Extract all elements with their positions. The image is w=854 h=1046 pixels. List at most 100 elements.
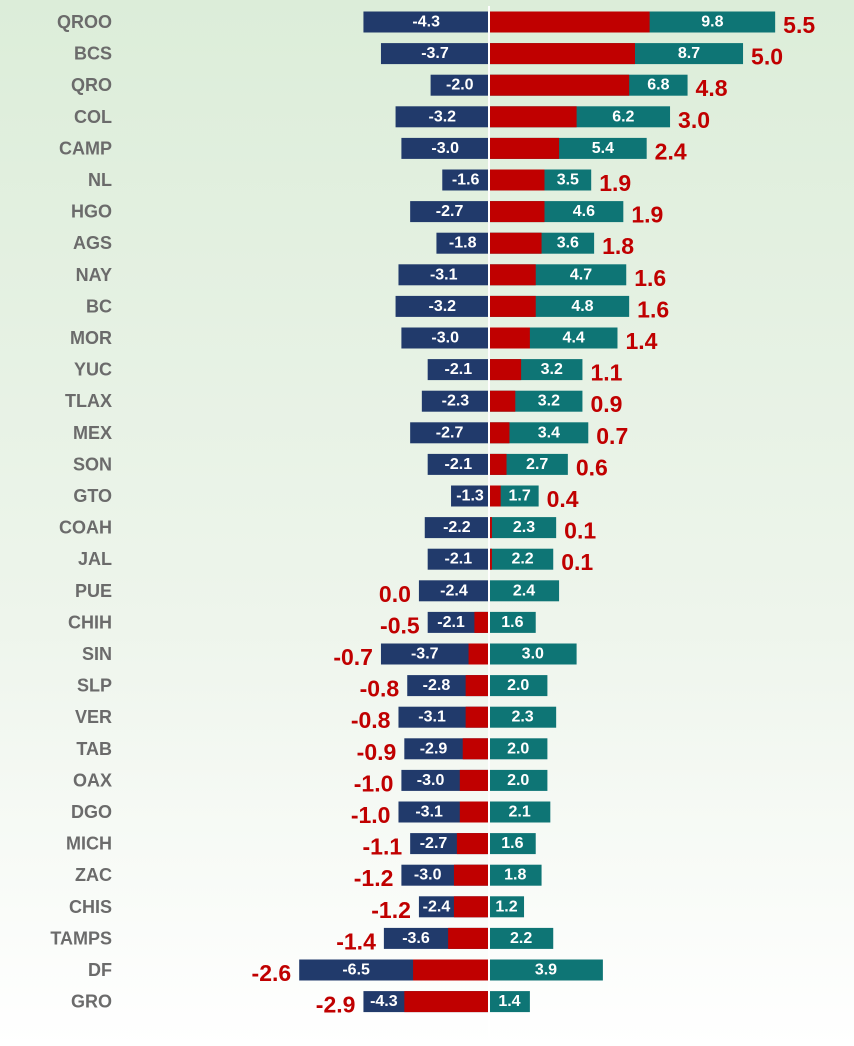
net-label: 1.6 bbox=[634, 265, 666, 291]
negative-bar bbox=[363, 11, 489, 33]
negative-label: -3.7 bbox=[421, 45, 449, 62]
negative-label: -3.6 bbox=[402, 930, 430, 947]
positive-bar bbox=[489, 959, 603, 981]
negative-bar bbox=[442, 169, 489, 191]
positive-label: 4.8 bbox=[571, 298, 593, 315]
positive-label: 1.4 bbox=[498, 993, 520, 1010]
category-label: MICH bbox=[66, 834, 112, 854]
positive-label: 6.8 bbox=[647, 77, 669, 94]
net-label: -0.9 bbox=[357, 739, 397, 765]
net-bar bbox=[489, 11, 650, 33]
category-label: DGO bbox=[71, 802, 112, 822]
negative-label: -3.7 bbox=[411, 646, 439, 663]
positive-bar bbox=[489, 517, 557, 539]
positive-bar bbox=[489, 801, 551, 823]
category-label: YUC bbox=[74, 360, 112, 380]
category-label: NL bbox=[88, 170, 112, 190]
positive-label: 5.4 bbox=[592, 140, 614, 157]
negative-label: -2.7 bbox=[436, 203, 464, 220]
net-bar bbox=[489, 43, 635, 65]
net-label: 0.6 bbox=[576, 454, 608, 480]
net-bar bbox=[489, 390, 516, 412]
net-label: -0.8 bbox=[351, 707, 391, 733]
negative-bar bbox=[436, 232, 489, 254]
negative-label: -3.2 bbox=[428, 298, 456, 315]
negative-label: -3.1 bbox=[418, 709, 446, 726]
positive-bar bbox=[489, 706, 557, 728]
category-label: JAL bbox=[78, 549, 112, 569]
category-label: QRO bbox=[71, 75, 112, 95]
net-label: -1.4 bbox=[336, 928, 376, 954]
negative-label: -2.4 bbox=[423, 898, 451, 915]
net-label: -1.0 bbox=[351, 802, 391, 828]
category-label: BCS bbox=[74, 44, 112, 64]
positive-label: 1.7 bbox=[509, 488, 531, 505]
category-label: SON bbox=[73, 454, 112, 474]
positive-label: 4.4 bbox=[563, 330, 585, 347]
net-bar bbox=[489, 548, 492, 570]
negative-label: -2.7 bbox=[420, 835, 448, 852]
category-label: SIN bbox=[82, 644, 112, 664]
negative-bar bbox=[380, 43, 489, 65]
net-bar bbox=[489, 74, 630, 96]
net-label: -1.1 bbox=[363, 834, 403, 860]
category-label: COL bbox=[74, 107, 112, 127]
negative-label: -1.8 bbox=[449, 235, 477, 252]
positive-bar bbox=[489, 896, 525, 918]
negative-label: -3.0 bbox=[431, 330, 459, 347]
net-label: 1.6 bbox=[637, 296, 669, 322]
positive-bar bbox=[489, 769, 548, 791]
net-label: -1.2 bbox=[354, 865, 394, 891]
net-label: 0.0 bbox=[379, 581, 411, 607]
positive-label: 2.0 bbox=[507, 772, 529, 789]
negative-bar bbox=[395, 295, 489, 317]
positive-bar bbox=[489, 422, 589, 444]
negative-label: -2.2 bbox=[443, 519, 471, 536]
net-bar bbox=[489, 295, 536, 317]
net-bar bbox=[459, 769, 489, 791]
negative-label: -1.3 bbox=[456, 488, 484, 505]
positive-label: 1.6 bbox=[501, 835, 523, 852]
positive-label: 2.0 bbox=[507, 677, 529, 694]
positive-label: 4.6 bbox=[573, 203, 595, 220]
net-label: 1.4 bbox=[625, 328, 657, 354]
net-bar bbox=[459, 801, 489, 823]
net-bar bbox=[489, 327, 530, 349]
net-bar bbox=[462, 738, 489, 760]
negative-label: -2.4 bbox=[440, 582, 468, 599]
positive-bar bbox=[489, 833, 536, 855]
negative-bar bbox=[427, 548, 489, 570]
negative-label: -4.3 bbox=[412, 14, 440, 31]
positive-label: 2.3 bbox=[513, 519, 535, 536]
positive-bar bbox=[489, 548, 554, 570]
net-bar bbox=[413, 959, 489, 981]
net-label: 0.7 bbox=[596, 423, 628, 449]
negative-bar bbox=[398, 264, 489, 286]
positive-bar bbox=[489, 453, 568, 475]
net-label: 1.8 bbox=[602, 233, 634, 259]
positive-bar bbox=[489, 675, 548, 697]
category-label: QROO bbox=[57, 12, 112, 32]
negative-bar bbox=[430, 74, 489, 96]
category-label: MEX bbox=[73, 423, 112, 443]
positive-label: 2.7 bbox=[526, 456, 548, 473]
category-label: CHIS bbox=[69, 897, 112, 917]
negative-label: -2.8 bbox=[423, 677, 451, 694]
net-label: 0.1 bbox=[561, 549, 593, 575]
net-label: 1.1 bbox=[590, 360, 622, 386]
net-bar bbox=[489, 106, 577, 128]
net-label: 2.4 bbox=[655, 138, 687, 164]
net-bar bbox=[465, 675, 489, 697]
positive-label: 1.6 bbox=[501, 614, 523, 631]
negative-bar bbox=[427, 611, 489, 633]
negative-label: -3.1 bbox=[415, 804, 443, 821]
net-label: -2.9 bbox=[316, 992, 356, 1018]
negative-bar bbox=[427, 453, 489, 475]
category-label: TAB bbox=[76, 739, 112, 759]
positive-label: 2.2 bbox=[510, 930, 532, 947]
net-bar bbox=[489, 485, 501, 507]
negative-label: -3.0 bbox=[417, 772, 445, 789]
positive-bar bbox=[489, 611, 536, 633]
negative-label: -3.0 bbox=[431, 140, 459, 157]
